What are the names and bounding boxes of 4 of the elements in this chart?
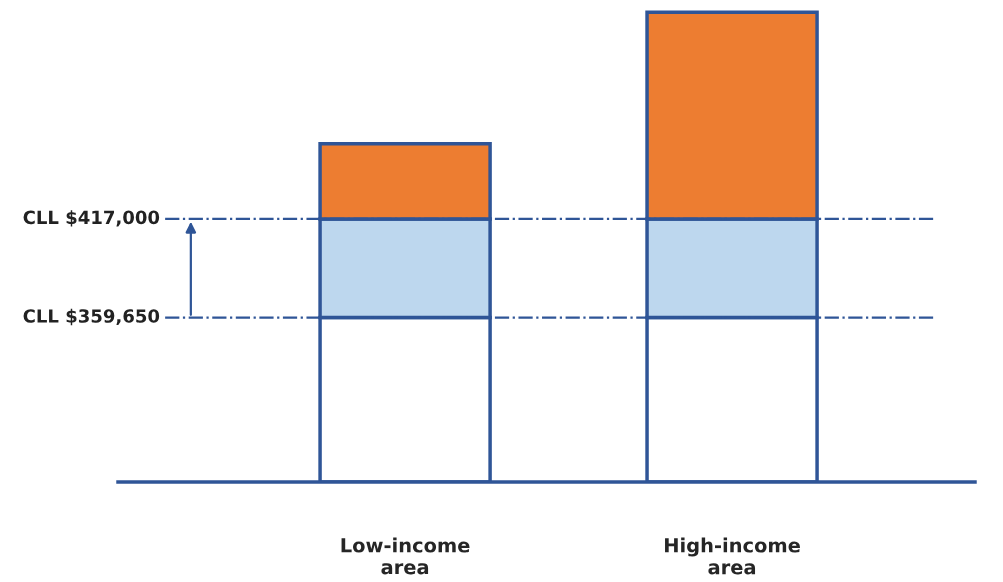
x-tick-label: Low-income area xyxy=(341,537,470,575)
ref-line-label: CLL $359,650 xyxy=(23,308,160,326)
x-tick-label: High-income area xyxy=(665,537,800,575)
ref-line-label: CLL $417,000 xyxy=(23,210,160,227)
